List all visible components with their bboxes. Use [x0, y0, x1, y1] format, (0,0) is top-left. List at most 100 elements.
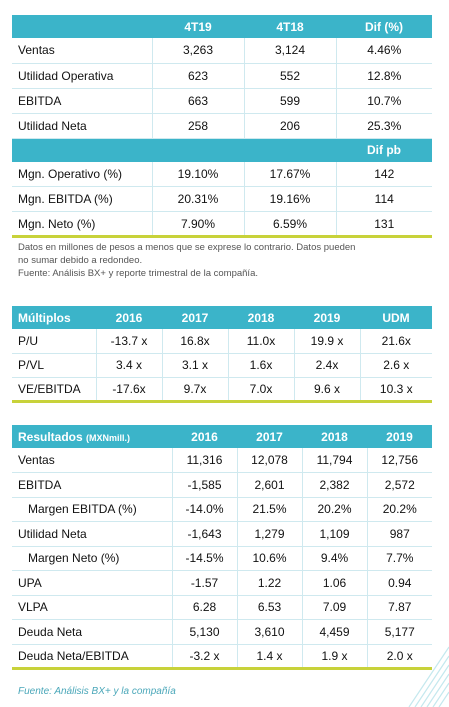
cell: 206 — [243, 113, 336, 139]
cell: 142 — [335, 161, 432, 187]
cell: 552 — [243, 63, 336, 89]
cell: 258 — [151, 113, 244, 139]
cell: 11,794 — [301, 448, 367, 473]
cell: 623 — [151, 63, 244, 89]
row-label: VE/EBITDA — [12, 377, 96, 403]
cell: 19.9 x — [293, 329, 360, 354]
row-label: Deuda Neta/EBITDA — [12, 644, 172, 670]
cell: 6.59% — [243, 211, 336, 238]
table-row: VE/EBITDA -17.6x 9.7x 7.0x 9.6 x 10.3 x — [12, 377, 432, 403]
row-label: UPA — [12, 570, 172, 596]
row-label: Deuda Neta — [12, 619, 172, 645]
cell: 7.7% — [366, 546, 432, 571]
cell: 7.87 — [366, 595, 432, 620]
cell: 4,459 — [301, 619, 367, 645]
row-label: Mgn. Neto (%) — [12, 211, 152, 238]
decorative-stripes — [408, 646, 449, 707]
cell: 0.94 — [366, 570, 432, 596]
note-line: no sumar debido a redondeo. — [18, 255, 143, 266]
row-label: EBITDA — [12, 472, 172, 498]
summary-header-4t18: 4T18 — [244, 15, 336, 38]
cell: 10.7% — [335, 88, 432, 114]
cell: 1,109 — [301, 521, 367, 547]
multiples-header-udm: UDM — [360, 306, 432, 329]
row-label: Margen Neto (%) — [12, 546, 172, 571]
cell: -1,585 — [171, 472, 237, 498]
cell: 6.53 — [236, 595, 302, 620]
cell: 7.09 — [301, 595, 367, 620]
row-label: Margen EBITDA (%) — [12, 497, 172, 522]
cell: 19.16% — [243, 186, 336, 212]
cell: 1,279 — [236, 521, 302, 547]
cell: 1.9 x — [301, 644, 367, 670]
summary-header-dif: Dif (%) — [336, 15, 432, 38]
table-row: VLPA 6.28 6.53 7.09 7.87 — [12, 595, 432, 620]
multiples-header-2018: 2018 — [228, 306, 294, 329]
cell: 20.2% — [301, 497, 367, 522]
summary-header-4t19: 4T19 — [152, 15, 244, 38]
cell: 20.31% — [151, 186, 244, 212]
note-line: Datos en millones de pesos a menos que s… — [18, 242, 356, 253]
row-label: Mgn. EBITDA (%) — [12, 186, 152, 212]
note-line: Fuente: Análisis BX+ y reporte trimestra… — [18, 268, 258, 279]
table-row: P/U -13.7 x 16.8x 11.0x 19.9 x 21.6x — [12, 329, 432, 354]
table-row: Mgn. EBITDA (%) 20.31% 19.16% 114 — [12, 186, 432, 212]
summary-header-blank — [12, 15, 152, 38]
cell: 114 — [335, 186, 432, 212]
cell: 2,382 — [301, 472, 367, 498]
cell: 4.46% — [335, 38, 432, 64]
cell: 663 — [151, 88, 244, 114]
table-row: Deuda Neta/EBITDA -3.2 x 1.4 x 1.9 x 2.0… — [12, 644, 432, 670]
results-title: Resultados — [18, 429, 83, 444]
results-title-unit: (MXNmill.) — [86, 432, 131, 443]
table-row: EBITDA -1,585 2,601 2,382 2,572 — [12, 472, 432, 498]
cell: 12,078 — [236, 448, 302, 473]
cell: 1.22 — [236, 570, 302, 596]
cell: 1.4 x — [236, 644, 302, 670]
table-row: Utilidad Operativa 623 552 12.8% — [12, 63, 432, 89]
cell: 3.4 x — [95, 353, 162, 378]
cell: 10.3 x — [359, 377, 432, 403]
cell: 7.90% — [151, 211, 244, 238]
results-source: Fuente: Análisis BX+ y la compañía — [18, 686, 176, 697]
cell: 6.28 — [171, 595, 237, 620]
cell: 2,572 — [366, 472, 432, 498]
cell: 2.0 x — [366, 644, 432, 670]
cell: -14.5% — [171, 546, 237, 571]
table-row: Margen EBITDA (%) -14.0% 21.5% 20.2% 20.… — [12, 497, 432, 522]
results-header-row: Resultados (MXNmill.) 2016 2017 2018 201… — [12, 425, 432, 448]
cell: 2.4x — [293, 353, 360, 378]
cell: 9.6 x — [293, 377, 360, 403]
row-label: EBITDA — [12, 88, 152, 114]
cell: 2.6 x — [359, 353, 432, 378]
multiples-header-row: Múltiplos 2016 2017 2018 2019 UDM — [12, 306, 432, 329]
results-header-2018: 2018 — [302, 425, 367, 448]
summary-note: Datos en millones de pesos a menos que s… — [18, 241, 433, 280]
cell: 20.2% — [366, 497, 432, 522]
row-label: Utilidad Neta — [12, 521, 172, 547]
cell: 3,263 — [151, 38, 244, 64]
results-header-2017: 2017 — [237, 425, 302, 448]
results-table: Resultados (MXNmill.) 2016 2017 2018 201… — [12, 425, 432, 670]
table-row: Utilidad Neta -1,643 1,279 1,109 987 — [12, 521, 432, 547]
cell: 25.3% — [335, 113, 432, 139]
cell: -13.7 x — [95, 329, 162, 354]
cell: 1.6x — [227, 353, 294, 378]
cell: 19.10% — [151, 161, 244, 187]
subheader-blank — [12, 138, 152, 162]
cell: 16.8x — [161, 329, 228, 354]
subheader-blank — [152, 138, 244, 162]
row-label: P/VL — [12, 353, 96, 378]
cell: -3.2 x — [171, 644, 237, 670]
row-label: Utilidad Operativa — [12, 63, 152, 89]
cell: -14.0% — [171, 497, 237, 522]
row-label: VLPA — [12, 595, 172, 620]
row-label: Mgn. Operativo (%) — [12, 161, 152, 187]
table-row: Deuda Neta 5,130 3,610 4,459 5,177 — [12, 619, 432, 645]
cell: -1.57 — [171, 570, 237, 596]
cell: 7.0x — [227, 377, 294, 403]
results-header-title: Resultados (MXNmill.) — [12, 425, 172, 448]
subheader-blank — [244, 138, 336, 162]
cell: 11,316 — [171, 448, 237, 473]
cell: 131 — [335, 211, 432, 238]
